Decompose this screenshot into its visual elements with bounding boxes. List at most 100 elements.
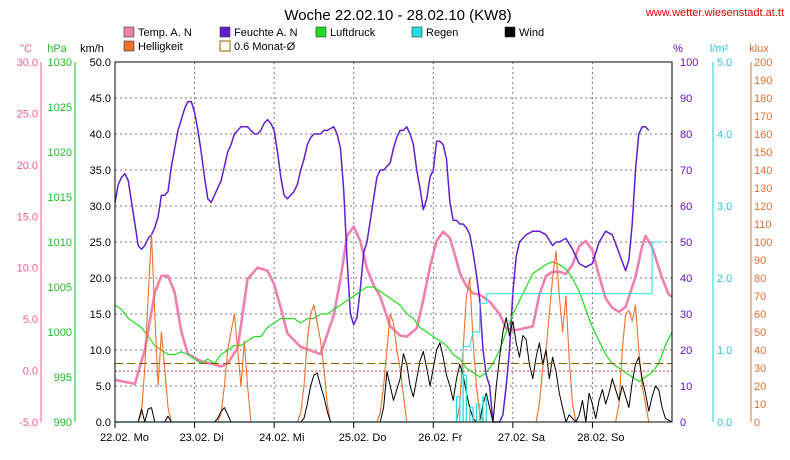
plot-grid [115, 62, 672, 422]
axis-tick-label: 140 [754, 165, 772, 177]
axis-tick-label: 25.0 [90, 237, 111, 249]
axis-tick-label: 30 [680, 309, 692, 321]
axis-tick-label: 20 [754, 381, 766, 393]
axis-tick-label: 40 [754, 345, 766, 357]
axis-tick-label: 1020 [48, 147, 72, 159]
series-line [114, 225, 673, 386]
x-tick-label: 23.02. Di [180, 432, 224, 444]
axis-tick-label: 180 [754, 93, 772, 105]
axis-unit-label: km/h [80, 43, 104, 55]
axis-tick-label: 1015 [48, 192, 72, 204]
axis-tick-label: 1030 [48, 57, 72, 69]
x-tick-label: 24.02. Mi [259, 432, 304, 444]
legend: Temp. A. N Helligkeit Feuchte A. N 0.6 Mona… [123, 26, 544, 53]
axis-tick-label: 35.0 [90, 165, 111, 177]
axis-tick-label: 1025 [48, 102, 72, 114]
axis-tick-label: 50 [680, 237, 692, 249]
legend-swatch [123, 26, 135, 38]
legend-swatch [219, 40, 231, 52]
axis-tick-label: 15.0 [17, 211, 38, 223]
series-line [115, 241, 663, 423]
legend-swatch [411, 26, 423, 38]
axis-tick-label: 100 [680, 57, 698, 69]
axis-tick-label: 1010 [48, 237, 72, 249]
series-line [114, 100, 650, 423]
axis-tick-label: 80 [680, 129, 692, 141]
legend-item: Temp. A. N [123, 26, 192, 39]
axis-tick-label: 20.0 [90, 273, 111, 285]
axis-unit-label: klux [749, 43, 769, 55]
legend-item: Regen [411, 26, 458, 39]
axis-tick-label: 10.0 [90, 345, 111, 357]
plot-frame [114, 61, 673, 423]
axis-tick-label: 50 [754, 327, 766, 339]
axis-tick-label: 1000 [48, 327, 72, 339]
legend-item: Helligkeit [123, 40, 183, 53]
legend-item: Feuchte A. N [219, 26, 298, 39]
series-line [114, 261, 673, 383]
axis-tick-label: 10 [754, 399, 766, 411]
legend-label: Wind [519, 27, 544, 39]
source-link[interactable]: www.wetter.wiesenstadt.at.tt [645, 7, 784, 19]
axis-tick-label: 5.0 [96, 381, 111, 393]
axis-tick-label: 10 [680, 381, 692, 393]
axis-tick-label: 120 [754, 201, 772, 213]
x-tick-label: 25.02. Do [339, 432, 387, 444]
axis-tick-label: 90 [754, 255, 766, 267]
axis-tick-label: 100 [754, 237, 772, 249]
legend-label: 0.6 Monat-Ø [234, 41, 296, 53]
legend-label: Helligkeit [138, 41, 183, 53]
axis-tick-label: 90 [680, 93, 692, 105]
legend-label: Luftdruck [330, 27, 376, 39]
axis-tick-label: 200 [754, 57, 772, 69]
axis-tick-label: 30 [754, 363, 766, 375]
axis-tick-label: 190 [754, 75, 772, 87]
axes: -5.00.05.010.015.020.025.030.09909951000… [17, 43, 773, 444]
axis-tick-label: 110 [754, 219, 772, 231]
axis-tick-label: 130 [754, 183, 772, 195]
axis-tick-label: -5.0 [19, 417, 38, 429]
series-line [115, 234, 650, 423]
axis-tick-label: 40 [680, 273, 692, 285]
axis-tick-label: 990 [54, 417, 72, 429]
axis-tick-label: 20 [680, 345, 692, 357]
axis-tick-label: 70 [754, 291, 766, 303]
legend-item: 0.6 Monat-Ø [219, 40, 296, 53]
axis-unit-label: % [673, 43, 683, 55]
legend-swatch [123, 40, 135, 52]
axis-unit-label: °C [20, 43, 32, 55]
axis-unit-label: hPa [47, 43, 67, 55]
axis-tick-label: 160 [754, 129, 772, 141]
axis-tick-label: 60 [754, 309, 766, 321]
axis-unit-label: l/m² [710, 43, 729, 55]
axis-tick-label: 40.0 [90, 129, 111, 141]
legend-item: Luftdruck [315, 26, 376, 39]
axis-tick-label: 995 [54, 372, 72, 384]
x-tick-label: 27.02. Sa [498, 432, 546, 444]
axis-tick-label: 5.0 [23, 314, 38, 326]
axis-tick-label: 45.0 [90, 93, 111, 105]
axis-tick-label: 4.0 [717, 129, 732, 141]
axis-tick-label: 25.0 [17, 108, 38, 120]
x-tick-label: 26.02. Fr [418, 432, 462, 444]
legend-label: Feuchte A. N [234, 27, 298, 39]
x-tick-label: 22.02. Mo [100, 432, 149, 444]
axis-tick-label: 15.0 [90, 309, 111, 321]
legend-swatch [219, 26, 231, 38]
axis-tick-label: 60 [680, 201, 692, 213]
legend-item: Wind [504, 26, 544, 39]
axis-tick-label: 3.0 [717, 201, 732, 213]
axis-tick-label: 30.0 [17, 57, 38, 69]
axis-tick-label: 30.0 [90, 201, 111, 213]
legend-label: Temp. A. N [138, 27, 192, 39]
axis-tick-label: 0 [680, 417, 686, 429]
legend-swatch [315, 26, 327, 38]
chart-title: Woche 22.02.10 - 28.02.10 (KW8) [284, 7, 511, 24]
legend-label: Regen [426, 27, 458, 39]
axis-tick-label: 1.0 [717, 345, 732, 357]
axis-tick-label: 50.0 [90, 57, 111, 69]
axis-tick-label: 20.0 [17, 160, 38, 172]
axis-tick-label: 150 [754, 147, 772, 159]
axis-tick-label: 5.0 [717, 57, 732, 69]
